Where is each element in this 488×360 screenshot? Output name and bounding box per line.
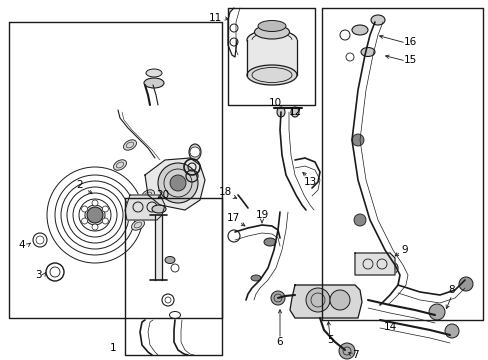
Text: 19: 19 bbox=[255, 210, 268, 220]
Ellipse shape bbox=[189, 144, 201, 160]
Text: 20: 20 bbox=[156, 190, 169, 200]
Ellipse shape bbox=[123, 140, 136, 150]
Ellipse shape bbox=[264, 238, 275, 246]
Circle shape bbox=[102, 218, 108, 224]
Text: 13: 13 bbox=[303, 177, 316, 187]
Circle shape bbox=[338, 343, 354, 359]
Ellipse shape bbox=[360, 48, 374, 57]
Polygon shape bbox=[155, 215, 162, 280]
Circle shape bbox=[351, 134, 363, 146]
Ellipse shape bbox=[141, 205, 154, 215]
Ellipse shape bbox=[276, 107, 285, 117]
Ellipse shape bbox=[290, 107, 298, 117]
Text: 10: 10 bbox=[268, 98, 281, 108]
Polygon shape bbox=[289, 285, 361, 318]
Ellipse shape bbox=[146, 69, 162, 77]
Polygon shape bbox=[246, 40, 296, 75]
Circle shape bbox=[102, 206, 108, 212]
Text: 9: 9 bbox=[401, 245, 407, 255]
Ellipse shape bbox=[131, 220, 144, 230]
Circle shape bbox=[81, 218, 87, 224]
Circle shape bbox=[81, 206, 87, 212]
Ellipse shape bbox=[143, 78, 163, 88]
Text: 1: 1 bbox=[109, 343, 116, 353]
Polygon shape bbox=[125, 195, 164, 220]
Text: 2: 2 bbox=[77, 180, 83, 190]
Circle shape bbox=[190, 147, 200, 157]
Ellipse shape bbox=[152, 205, 165, 213]
Circle shape bbox=[92, 224, 98, 230]
Text: 4: 4 bbox=[19, 240, 25, 250]
Text: 12: 12 bbox=[288, 107, 301, 117]
Ellipse shape bbox=[250, 275, 261, 281]
Polygon shape bbox=[145, 158, 204, 210]
Text: 16: 16 bbox=[403, 37, 416, 47]
Ellipse shape bbox=[254, 25, 289, 39]
Ellipse shape bbox=[370, 15, 384, 25]
Text: 3: 3 bbox=[35, 270, 41, 280]
Text: 14: 14 bbox=[383, 322, 396, 332]
Circle shape bbox=[428, 304, 444, 320]
Text: 11: 11 bbox=[208, 13, 221, 23]
Ellipse shape bbox=[141, 190, 154, 200]
Ellipse shape bbox=[246, 65, 296, 85]
Circle shape bbox=[329, 290, 349, 310]
Polygon shape bbox=[354, 253, 394, 275]
Circle shape bbox=[270, 291, 285, 305]
Circle shape bbox=[158, 163, 198, 203]
Text: 18: 18 bbox=[218, 187, 231, 197]
Circle shape bbox=[92, 200, 98, 206]
Text: 8: 8 bbox=[448, 285, 454, 295]
Ellipse shape bbox=[246, 30, 296, 50]
Ellipse shape bbox=[258, 21, 285, 31]
Text: 17: 17 bbox=[226, 213, 239, 223]
Ellipse shape bbox=[113, 160, 126, 170]
Text: 6: 6 bbox=[276, 337, 283, 347]
Circle shape bbox=[170, 175, 185, 191]
Circle shape bbox=[458, 277, 472, 291]
Text: 15: 15 bbox=[403, 55, 416, 65]
Ellipse shape bbox=[164, 256, 175, 264]
Circle shape bbox=[305, 288, 329, 312]
Circle shape bbox=[444, 324, 458, 338]
Circle shape bbox=[87, 207, 103, 223]
Text: 5: 5 bbox=[326, 335, 333, 345]
Text: 7: 7 bbox=[351, 350, 358, 360]
Circle shape bbox=[353, 214, 365, 226]
Ellipse shape bbox=[351, 25, 367, 35]
